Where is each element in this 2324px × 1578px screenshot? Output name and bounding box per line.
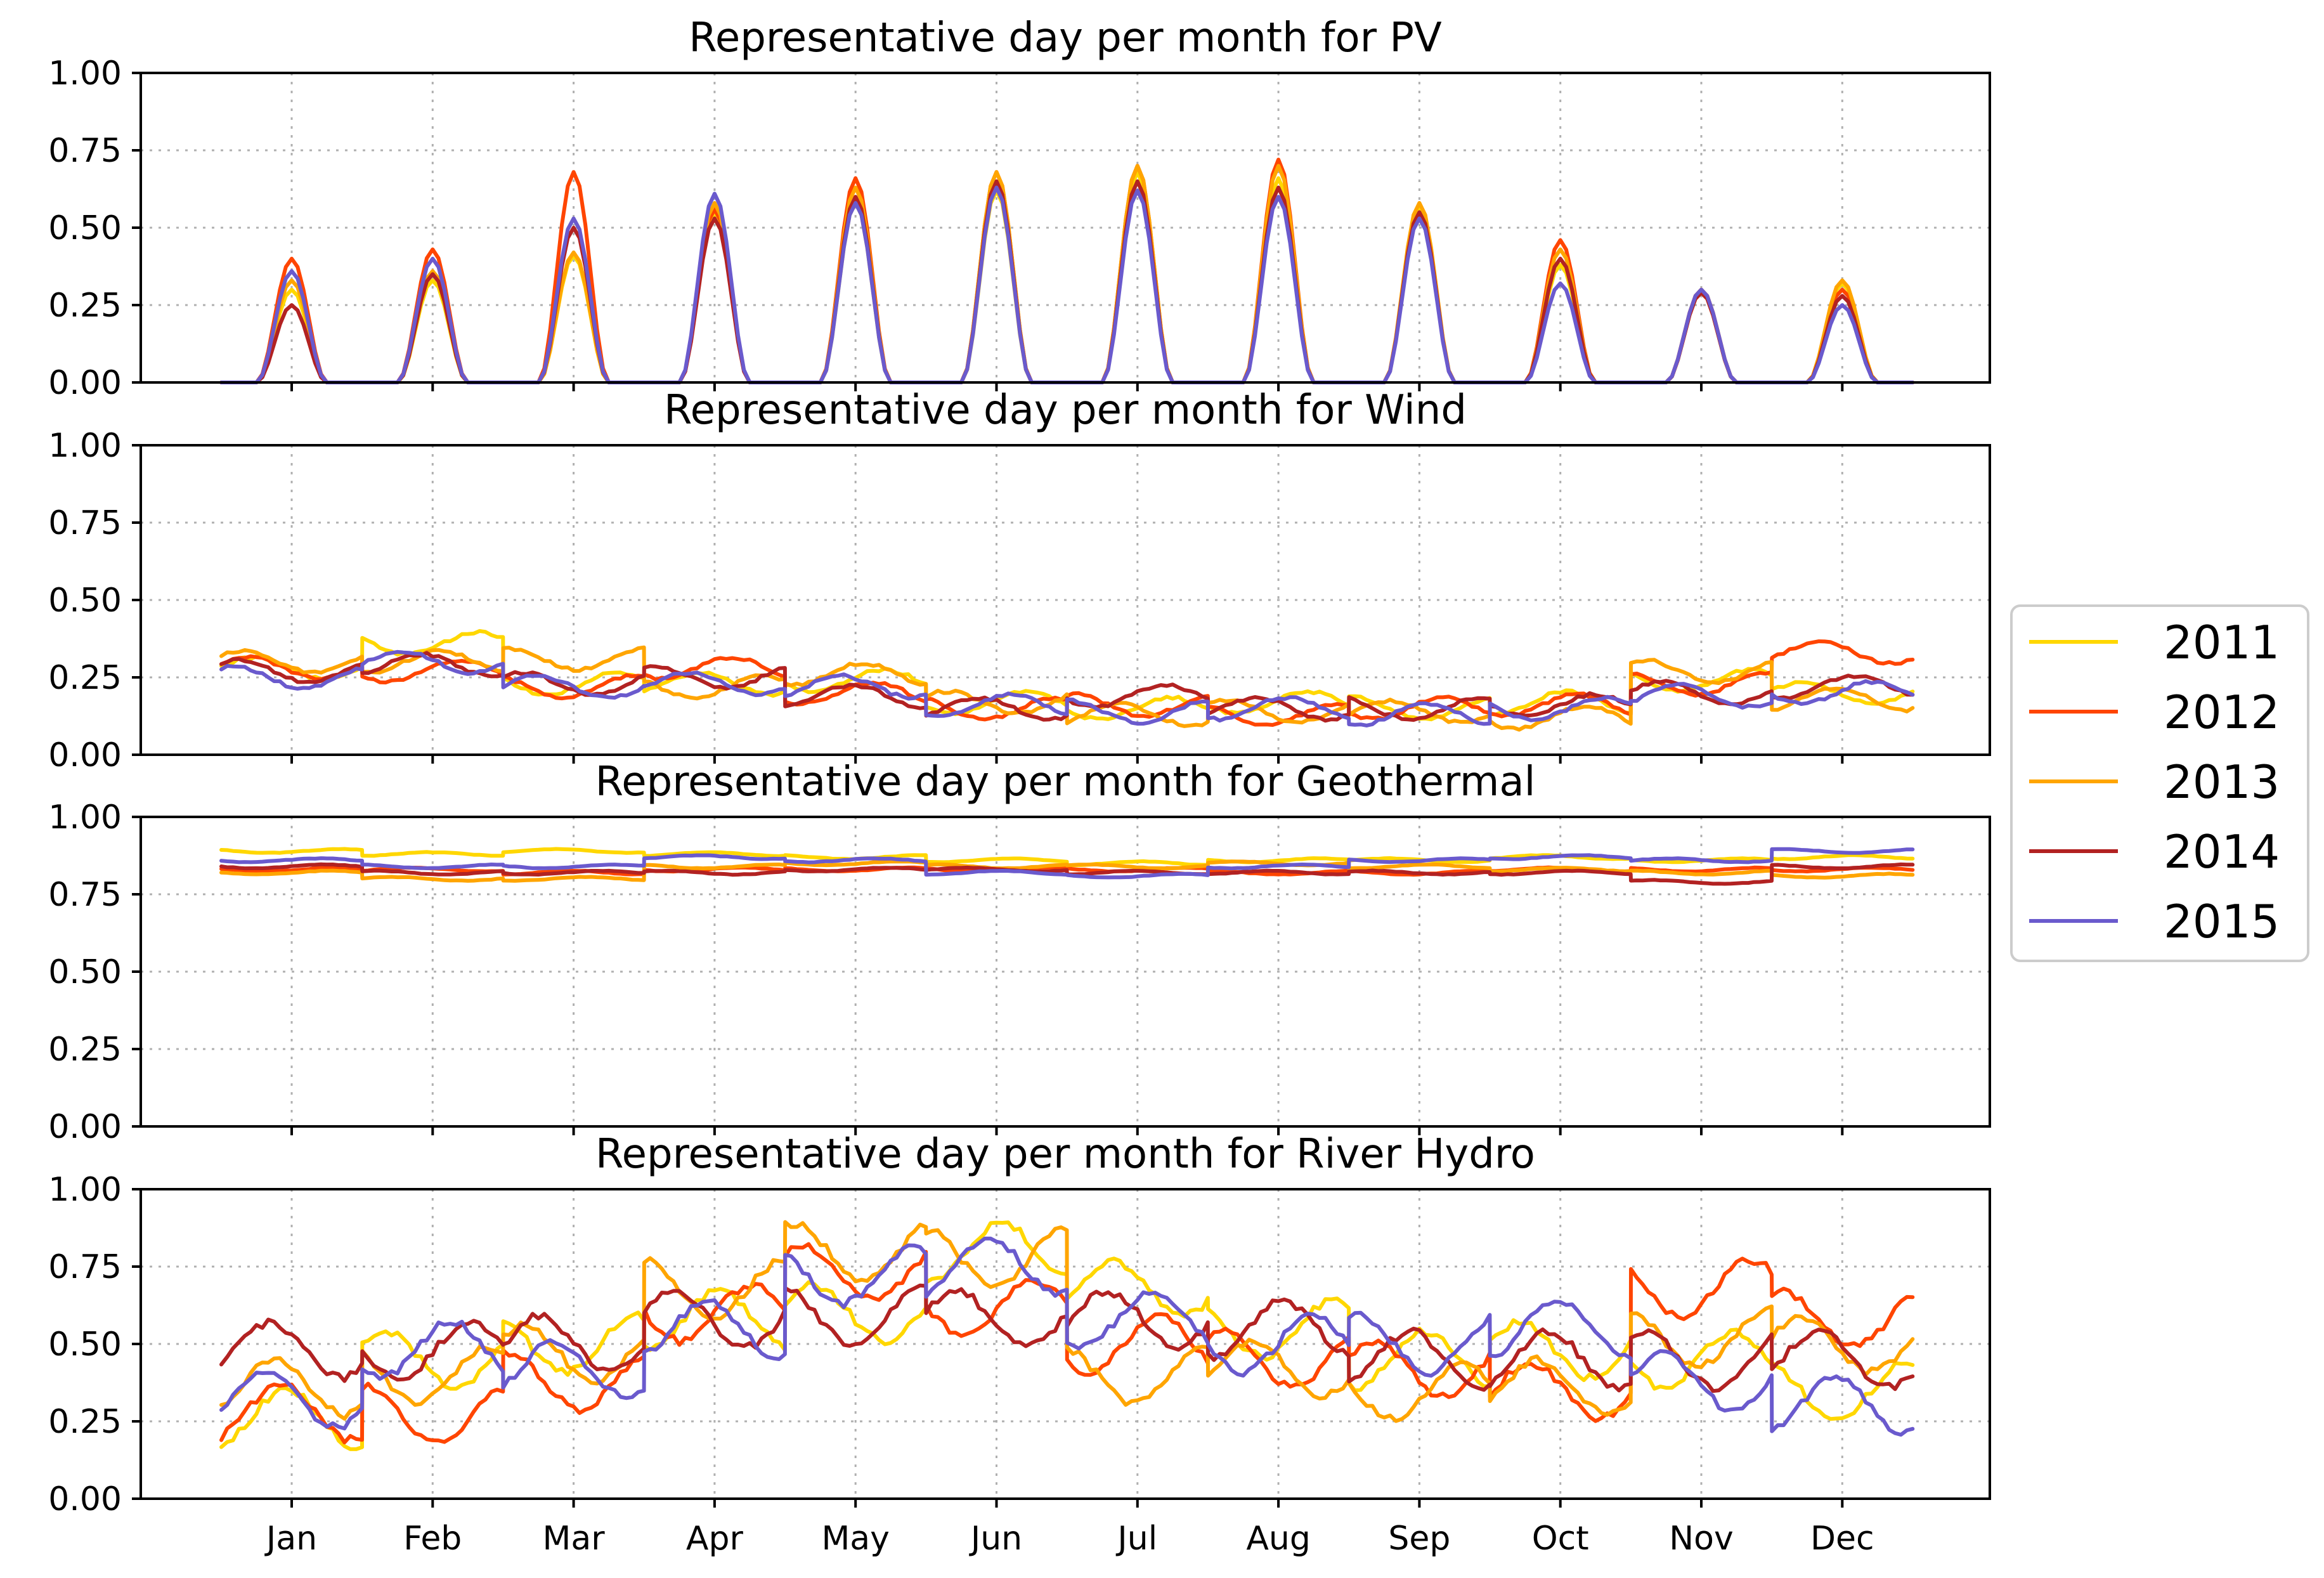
x-tick-label-jun: Jun: [969, 1520, 1022, 1558]
x-tick-label-oct: Oct: [1532, 1520, 1589, 1558]
legend-label-2012: 2012: [2164, 686, 2280, 739]
y-tick-label: 0.50: [48, 1326, 122, 1364]
series-pv-2013: [219, 164, 1915, 384]
panel-wind: Representative day per month for Wind 0.0…: [48, 387, 1991, 774]
series-hydro-2015: [219, 1236, 1915, 1437]
y-tick-label: 0.50: [48, 582, 122, 620]
series-pv-2012: [219, 157, 1915, 384]
legend-label-2015: 2015: [2164, 895, 2280, 948]
legend-entry-2014: 2014: [2029, 825, 2280, 878]
y-tick-label: 0.00: [48, 1480, 122, 1518]
y-tick-label: 0.00: [48, 736, 122, 774]
y-tick-label: 1.00: [48, 799, 122, 837]
axes-frame: [140, 72, 1991, 384]
axes-frame: [140, 444, 1991, 756]
chart-panels: Representative day per month for PV 0.00 0…: [48, 15, 1991, 1558]
series-geo-2015: [219, 847, 1915, 880]
legend-box: [2010, 604, 2309, 962]
series-pv-2011: [219, 170, 1915, 384]
legend-label-2014: 2014: [2164, 825, 2280, 878]
y-tick-label: 0.25: [48, 1403, 122, 1441]
x-tick-label-aug: Aug: [1246, 1520, 1311, 1558]
series-pv-2015: [219, 185, 1915, 384]
y-tick-label: 0.75: [48, 1248, 122, 1286]
axes-frame: [140, 1188, 1991, 1500]
x-tick-label-may: May: [821, 1520, 890, 1558]
legend-entry-2011: 2011: [2029, 616, 2280, 669]
series-pv-2014: [219, 179, 1915, 384]
panel-geo: Representative day per month for Geother…: [48, 759, 1991, 1146]
legend-label-2013: 2013: [2164, 755, 2280, 809]
series-wind-2015: [219, 649, 1915, 727]
x-tick-label-jul: Jul: [1115, 1520, 1157, 1558]
legend-label-2011: 2011: [2164, 616, 2280, 669]
series-geo-2013: [219, 859, 1915, 883]
x-tick-label-dec: Dec: [1810, 1520, 1874, 1558]
y-tick-label: 0.75: [48, 132, 122, 170]
y-tick-label: 0.75: [48, 876, 122, 914]
x-tick-label-mar: Mar: [543, 1520, 606, 1558]
x-tick-label-apr: Apr: [686, 1520, 744, 1558]
axes-frame: [140, 816, 1991, 1128]
panel-title-pv: Representative day per month for PV: [689, 15, 1442, 62]
panel-title-wind: Representative day per month for Wind: [664, 387, 1467, 434]
x-tick-label-feb: Feb: [403, 1520, 462, 1558]
legend-entry-2015: 2015: [2029, 895, 2280, 948]
y-tick-label: 0.00: [48, 364, 122, 402]
legend: 2011 2012 2013 2014 2015: [2010, 604, 2309, 962]
y-tick-label: 0.25: [48, 659, 122, 697]
y-tick-label: 0.00: [48, 1108, 122, 1146]
y-tick-label: 0.25: [48, 1031, 122, 1069]
y-tick-label: 0.75: [48, 504, 122, 542]
y-tick-label: 1.00: [48, 427, 122, 465]
y-tick-label: 0.25: [48, 287, 122, 325]
panel-title-hydro: Representative day per month for River H…: [595, 1131, 1535, 1178]
y-tick-label: 1.00: [48, 55, 122, 93]
legend-entry-2013: 2013: [2029, 755, 2280, 809]
y-tick-label: 1.00: [48, 1171, 122, 1209]
legend-entry-2012: 2012: [2029, 686, 2280, 739]
panel-title-geo: Representative day per month for Geother…: [595, 759, 1536, 805]
panel-pv: Representative day per month for PV 0.00 0…: [48, 15, 1991, 402]
panel-hydro: Representative day per month for River H…: [48, 1131, 1991, 1558]
y-tick-label: 0.50: [48, 209, 122, 247]
y-tick-label: 0.50: [48, 953, 122, 991]
x-tick-label-jan: Jan: [264, 1520, 317, 1558]
x-tick-label-sep: Sep: [1388, 1520, 1450, 1558]
x-tick-label-nov: Nov: [1669, 1520, 1734, 1558]
series-geo-2014: [219, 862, 1915, 886]
